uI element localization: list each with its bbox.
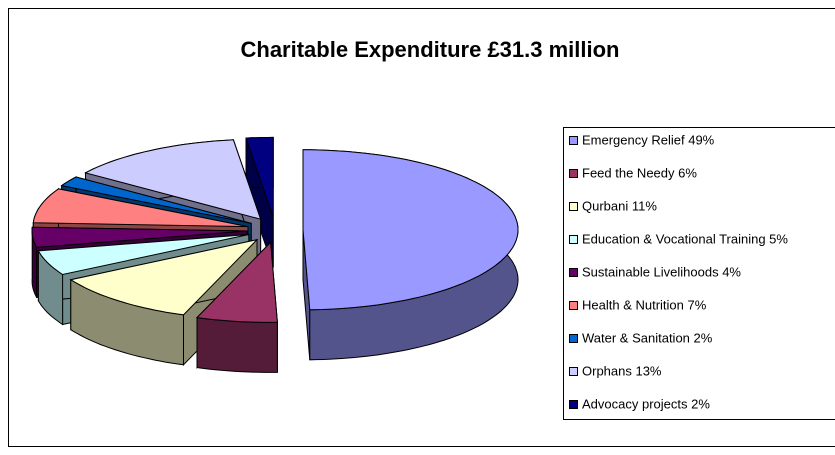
legend-label: Sustainable Livelihoods 4%: [582, 264, 741, 279]
slice-top: [37, 234, 249, 276]
legend-swatch: [569, 301, 578, 310]
chart-title: Charitable Expenditure £31.3 million: [241, 37, 620, 62]
legend-label: Qurbani 11%: [582, 198, 657, 213]
legend-swatch: [569, 367, 578, 376]
slice: [245, 136, 274, 268]
slice-top: [69, 238, 259, 316]
legend-label: Feed the Needy 6%: [582, 165, 697, 180]
slice-top: [245, 136, 274, 218]
legend-box: [563, 127, 835, 420]
legend-label: Orphans 13%: [582, 363, 662, 378]
legend-label: Water & Sanitation 2%: [582, 330, 713, 345]
slice: [195, 241, 278, 373]
slice-top: [84, 139, 262, 220]
slice: [302, 149, 519, 361]
legend-label: Health & Nutrition 7%: [582, 297, 707, 312]
slice-top: [302, 149, 519, 311]
legend-swatch: [569, 334, 578, 343]
legend-label: Emergency Relief 49%: [582, 132, 715, 147]
slice-wall: [196, 317, 278, 373]
legend-swatch: [569, 235, 578, 244]
slice-top: [31, 226, 248, 248]
legend-label: Advocacy projects 2%: [582, 396, 710, 411]
legend-swatch: [569, 400, 578, 409]
legend-label: Education & Vocational Training 5%: [582, 231, 788, 246]
slice-top: [32, 188, 249, 228]
legend-swatch: [569, 136, 578, 145]
slice-top: [60, 176, 252, 224]
slice-top: [195, 241, 278, 323]
legend-swatch: [569, 169, 578, 178]
legend-swatch: [569, 268, 578, 277]
legend-swatch: [569, 202, 578, 211]
